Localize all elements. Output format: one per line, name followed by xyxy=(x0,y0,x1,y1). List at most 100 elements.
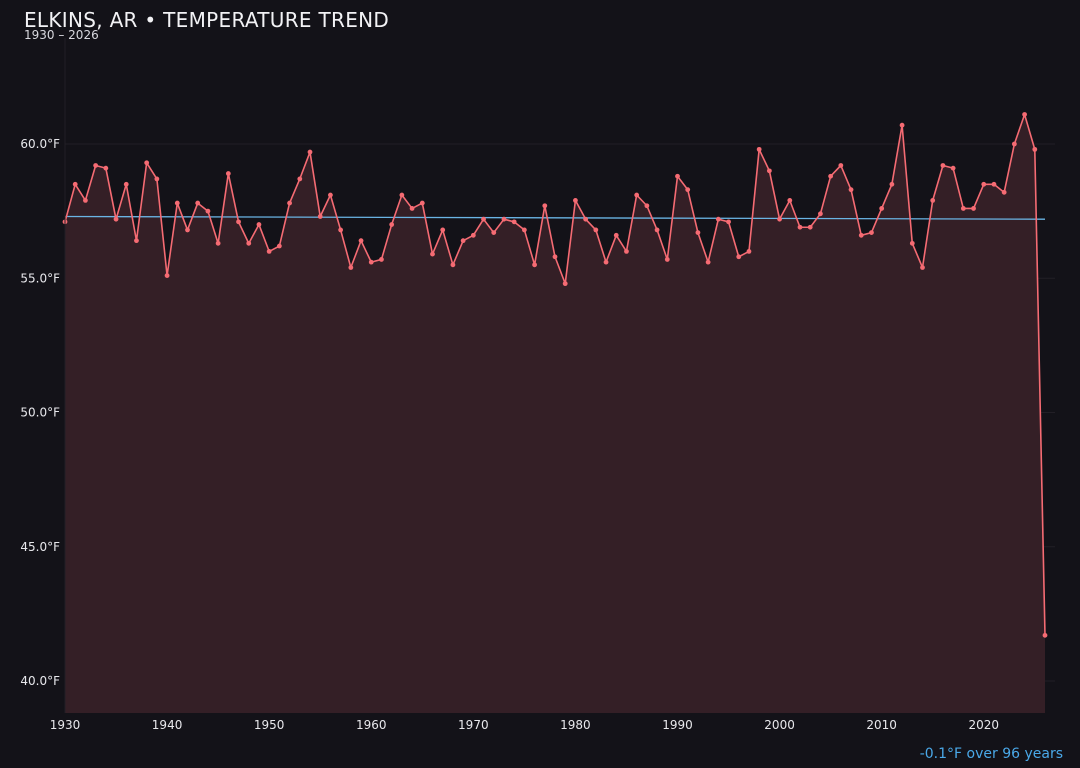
data-point-2019 xyxy=(971,206,976,211)
data-point-2009 xyxy=(869,230,874,236)
y-tick-label: 50.0°F xyxy=(20,406,60,420)
data-point-2023 xyxy=(1011,141,1017,147)
data-point-1989 xyxy=(664,257,670,262)
data-point-2022 xyxy=(1001,189,1007,195)
chart-subtitle: 1930 – 2026 xyxy=(24,28,99,42)
data-point-1999 xyxy=(766,168,772,174)
data-point-1941 xyxy=(174,200,180,206)
data-point-1955 xyxy=(317,214,323,219)
data-point-1946 xyxy=(225,171,231,176)
y-tick-label: 60.0°F xyxy=(20,137,60,151)
data-point-2025 xyxy=(1032,146,1038,152)
data-point-1997 xyxy=(746,249,752,254)
x-tick-label: 1970 xyxy=(458,718,489,732)
data-point-1985 xyxy=(624,249,629,254)
data-point-1975 xyxy=(521,227,527,233)
data-point-1933 xyxy=(93,163,99,168)
data-point-1939 xyxy=(154,176,160,182)
data-point-1942 xyxy=(185,227,190,233)
data-point-2018 xyxy=(960,206,966,211)
data-point-2005 xyxy=(828,173,834,179)
data-point-1948 xyxy=(246,240,252,246)
x-tick-label: 1980 xyxy=(560,718,591,732)
data-point-1994 xyxy=(715,216,721,222)
data-point-1996 xyxy=(736,254,742,260)
data-point-1943 xyxy=(195,200,201,206)
data-point-1966 xyxy=(430,251,435,257)
data-point-1982 xyxy=(593,227,599,233)
y-tick-label: 45.0°F xyxy=(20,540,60,554)
data-point-1961 xyxy=(379,257,384,262)
y-tick-label: 40.0°F xyxy=(20,674,60,688)
data-point-1936 xyxy=(123,181,129,187)
data-point-2001 xyxy=(787,197,793,203)
data-point-2017 xyxy=(950,165,956,171)
data-point-2020 xyxy=(981,181,987,187)
data-point-1991 xyxy=(685,187,691,193)
data-point-1992 xyxy=(695,230,701,236)
data-point-1972 xyxy=(491,230,497,236)
data-point-1964 xyxy=(409,206,415,211)
data-point-1965 xyxy=(419,200,425,206)
data-point-2021 xyxy=(991,181,997,187)
data-point-1995 xyxy=(726,219,731,225)
data-point-2024 xyxy=(1022,112,1027,117)
data-point-2011 xyxy=(889,181,895,187)
y-tick-label: 55.0°F xyxy=(20,271,60,285)
data-point-2006 xyxy=(838,163,844,168)
x-tick-label: 2000 xyxy=(764,718,795,732)
data-point-1979 xyxy=(562,281,568,287)
data-point-2013 xyxy=(909,240,915,246)
data-point-1998 xyxy=(756,146,762,152)
x-tick-label: 1940 xyxy=(152,718,183,732)
data-point-1952 xyxy=(287,200,292,206)
data-point-2010 xyxy=(879,206,885,211)
data-point-2007 xyxy=(848,187,854,193)
data-point-1950 xyxy=(266,249,272,254)
data-point-1958 xyxy=(348,265,354,270)
chart-title: ELKINS, AR • TEMPERATURE TREND xyxy=(24,8,390,32)
data-point-2008 xyxy=(858,232,864,238)
temperature-area-fill xyxy=(65,114,1045,713)
data-point-1990 xyxy=(675,173,680,179)
data-point-1977 xyxy=(542,203,548,209)
data-point-2003 xyxy=(807,224,813,230)
data-point-1951 xyxy=(276,243,282,249)
data-point-2015 xyxy=(930,197,936,203)
data-point-2004 xyxy=(818,211,823,217)
x-tick-label: 1950 xyxy=(254,718,285,732)
x-tick-label: 2010 xyxy=(866,718,897,732)
x-tick-label: 2020 xyxy=(968,718,999,732)
data-point-2016 xyxy=(940,163,946,168)
x-tick-label: 1930 xyxy=(50,718,81,732)
x-tick-label: 1990 xyxy=(662,718,693,732)
data-point-1984 xyxy=(613,232,619,238)
trend-summary-note: -0.1°F over 96 years xyxy=(919,746,1063,762)
data-point-2000 xyxy=(777,216,782,222)
x-axis-tick-labels: 1930 1940 1950 1960 1970 1980 1990 2000 2010 2020 xyxy=(50,718,999,732)
data-point-2026 xyxy=(1042,632,1048,638)
data-point-1940 xyxy=(164,273,170,278)
trend-line xyxy=(64,215,1046,220)
data-point-1967 xyxy=(440,227,446,233)
data-point-1988 xyxy=(654,227,660,233)
data-point-1935 xyxy=(113,216,119,222)
data-point-1969 xyxy=(460,238,466,244)
data-point-2014 xyxy=(920,265,925,270)
data-point-1932 xyxy=(83,197,88,203)
data-point-1947 xyxy=(236,219,241,225)
data-point-1986 xyxy=(634,192,640,198)
data-point-1987 xyxy=(644,203,650,209)
data-point-1980 xyxy=(573,197,578,203)
data-point-1974 xyxy=(511,219,517,225)
x-tick-label: 1960 xyxy=(356,718,387,732)
data-point-1957 xyxy=(338,227,344,233)
data-point-1959 xyxy=(358,238,364,244)
data-point-1938 xyxy=(144,160,150,166)
data-point-1981 xyxy=(583,216,589,222)
data-point-1953 xyxy=(297,176,303,182)
data-point-2002 xyxy=(797,224,803,230)
data-point-1963 xyxy=(399,192,405,198)
data-point-2012 xyxy=(899,122,905,128)
